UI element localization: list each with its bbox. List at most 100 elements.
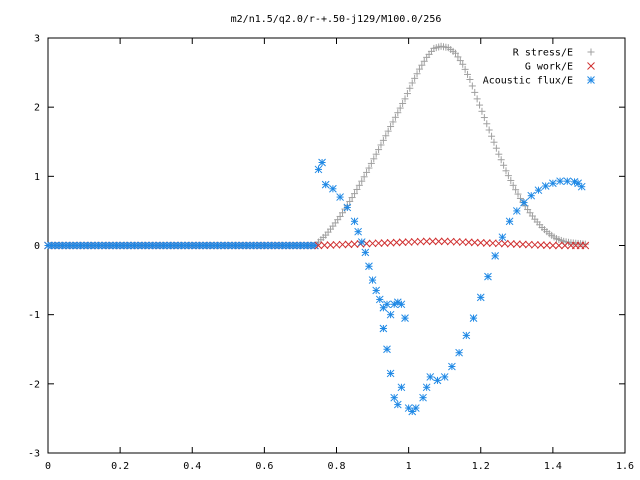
- data-point-flat: [145, 241, 153, 250]
- y-tick-label: 3: [34, 34, 40, 45]
- data-point-flat: [246, 241, 254, 250]
- y-tick-label: -3: [28, 449, 40, 460]
- data-point: [520, 198, 528, 207]
- data-point: [379, 136, 387, 144]
- data-point-flat: [173, 241, 182, 250]
- data-point: [452, 237, 461, 246]
- x-tick-label: 0.4: [183, 461, 201, 472]
- data-point: [434, 237, 443, 246]
- data-point: [455, 348, 463, 357]
- data-point: [440, 237, 449, 246]
- data-point-flat: [159, 241, 168, 250]
- x-tick-label: 1.6: [616, 461, 634, 472]
- data-point: [537, 241, 545, 249]
- data-point: [375, 146, 383, 154]
- data-point: [379, 324, 388, 333]
- y-tick-label: 0: [34, 241, 40, 252]
- data-point: [549, 179, 557, 188]
- x-tick-label: 1.2: [472, 461, 490, 472]
- legend-marker: [587, 62, 595, 70]
- data-point: [397, 300, 406, 309]
- data-point: [507, 176, 515, 184]
- data-point: [392, 238, 401, 247]
- data-point: [419, 393, 427, 402]
- data-point: [338, 240, 347, 249]
- data-point: [361, 248, 370, 257]
- x-tick-label: 0.6: [255, 461, 273, 472]
- data-point-flat: [130, 241, 139, 250]
- data-point-flat: [177, 241, 186, 250]
- data-point: [370, 155, 378, 163]
- data-point: [485, 126, 493, 134]
- data-point: [403, 90, 411, 98]
- data-point: [336, 193, 344, 201]
- data-point: [549, 241, 557, 250]
- data-point-flat: [181, 241, 189, 250]
- data-point: [518, 240, 527, 249]
- data-point: [490, 138, 498, 146]
- data-point-flat: [228, 241, 236, 250]
- data-point: [524, 240, 533, 249]
- x-tick-label: 1.4: [544, 461, 562, 472]
- data-point: [339, 209, 347, 217]
- data-point: [505, 217, 514, 226]
- data-point: [494, 239, 503, 248]
- data-point: [497, 156, 505, 164]
- data-point: [556, 177, 564, 186]
- data-point: [362, 239, 371, 248]
- data-point: [415, 65, 423, 73]
- data-point-flat: [155, 241, 164, 250]
- series-marks: [44, 42, 590, 416]
- data-point-flat: [119, 241, 128, 250]
- data-point: [483, 120, 491, 128]
- data-point: [398, 238, 407, 247]
- data-point: [363, 168, 371, 176]
- data-point: [506, 240, 515, 248]
- data-point: [344, 240, 353, 249]
- data-point: [360, 173, 368, 181]
- data-point: [413, 70, 421, 78]
- data-point: [478, 107, 486, 115]
- data-point: [492, 144, 500, 152]
- legend-label: Acoustic flux/E: [483, 76, 573, 87]
- data-point: [456, 57, 464, 65]
- data-point: [464, 70, 472, 78]
- data-point-flat: [206, 241, 215, 250]
- data-point-flat: [307, 241, 316, 250]
- data-point-flat: [65, 241, 74, 250]
- data-point-flat: [83, 241, 92, 250]
- data-point: [383, 345, 391, 354]
- data-point: [365, 164, 373, 172]
- data-point: [391, 113, 399, 121]
- data-point: [464, 238, 473, 247]
- data-point-flat: [127, 241, 135, 250]
- data-point: [433, 376, 442, 385]
- data-point: [386, 369, 395, 378]
- data-point: [527, 191, 536, 200]
- data-point-flat: [152, 241, 161, 250]
- data-point: [482, 239, 491, 247]
- data-point: [321, 180, 330, 189]
- data-point: [346, 197, 354, 205]
- data-point: [469, 314, 478, 322]
- data-point: [401, 314, 409, 322]
- data-point: [390, 393, 399, 402]
- data-point: [466, 76, 474, 83]
- data-point: [329, 184, 337, 193]
- data-point: [476, 293, 485, 302]
- data-point: [498, 233, 507, 242]
- x-tick-label: 0: [45, 461, 51, 472]
- data-point-flat: [195, 241, 204, 250]
- data-point-flat: [101, 241, 110, 250]
- data-point: [504, 172, 512, 180]
- data-point: [401, 95, 409, 103]
- data-point-flat: [134, 241, 143, 250]
- data-point: [480, 114, 488, 122]
- data-point: [581, 240, 589, 248]
- data-point-flat: [105, 241, 114, 250]
- data-point: [406, 84, 414, 92]
- data-point: [470, 238, 479, 247]
- data-point: [396, 104, 404, 112]
- data-point: [410, 237, 419, 246]
